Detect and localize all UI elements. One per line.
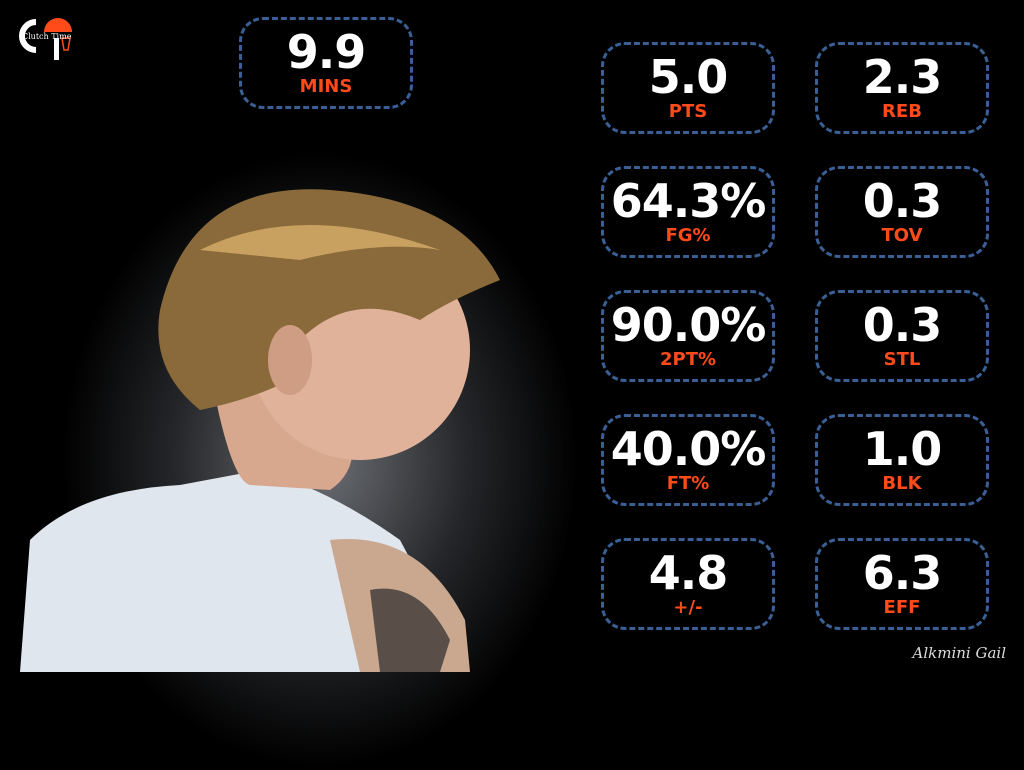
stat-mins: 9.9 MINS: [239, 17, 413, 109]
stat-value: 64.3%: [610, 174, 767, 228]
stat-value: 90.0%: [610, 298, 767, 352]
stat-tov: 0.3 TOV: [815, 166, 989, 258]
stat-label: FT%: [666, 473, 710, 494]
stat-value: 1.0: [862, 422, 942, 476]
stat-pts: 5.0 PTS: [601, 42, 775, 134]
stat-label: PTS: [668, 101, 708, 122]
stat-eff: 6.3 EFF: [815, 538, 989, 630]
stat-value: 0.3: [862, 298, 942, 352]
stat-label: MINS: [299, 76, 353, 97]
stat-label: STL: [883, 349, 921, 370]
clutch-time-logo: Clutch Time: [14, 14, 74, 64]
stat-label: 2PT%: [659, 349, 717, 370]
stat-label: REB: [882, 101, 922, 122]
stat-value: 4.8: [648, 546, 728, 600]
stat-label: TOV: [881, 225, 923, 246]
stat-value: 40.0%: [610, 422, 767, 476]
logo-text: Clutch Time: [22, 32, 72, 41]
stat-value: 5.0: [648, 50, 728, 104]
player-photo: [20, 189, 500, 672]
stat-blk: 1.0 BLK: [815, 414, 989, 506]
stat-value: 6.3: [862, 546, 942, 600]
stat-2pt: 90.0% 2PT%: [601, 290, 775, 382]
stat-value: 9.9: [286, 25, 366, 79]
stat-label: BLK: [882, 473, 922, 494]
stat-label: EFF: [883, 597, 921, 618]
stat-reb: 2.3 REB: [815, 42, 989, 134]
stat-label: FG%: [665, 225, 711, 246]
author-signature: Alkmini Gail: [912, 644, 1007, 662]
stat-value: 2.3: [862, 50, 942, 104]
stat-ft: 40.0% FT%: [601, 414, 775, 506]
stat-label: +/-: [673, 597, 703, 618]
stat-value: 0.3: [862, 174, 942, 228]
stat-plus-minus: 4.8 +/-: [601, 538, 775, 630]
stat-fg: 64.3% FG%: [601, 166, 775, 258]
stat-stl: 0.3 STL: [815, 290, 989, 382]
